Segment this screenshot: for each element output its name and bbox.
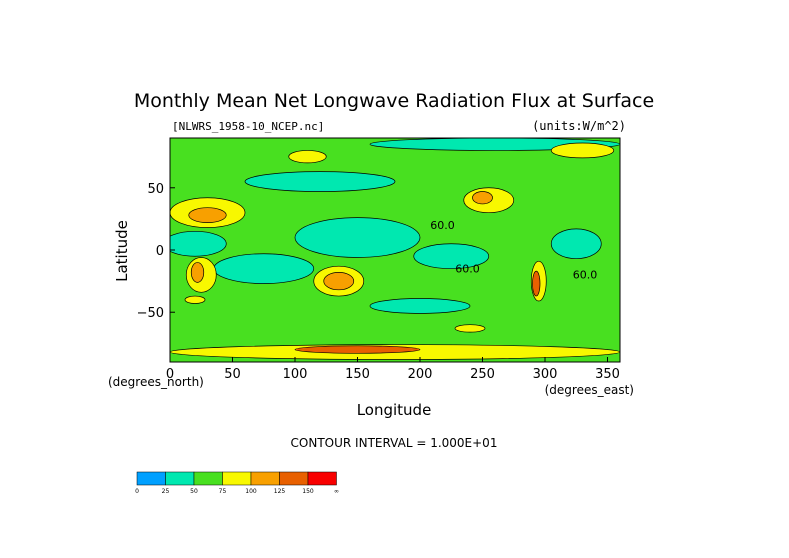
plot-area: 60.0 60.0 60.0 <box>169 137 621 363</box>
colorbar-label: 0 <box>135 488 139 495</box>
flux-region <box>472 191 493 205</box>
flux-region <box>413 243 490 270</box>
y-tick-label: 0 <box>156 244 164 259</box>
contour-label: 60.0 <box>455 262 480 275</box>
flux-region <box>323 272 355 291</box>
x-unit-label: (degrees_east) <box>545 383 634 397</box>
y-unit-label: (degrees_north) <box>108 375 204 389</box>
flux-region <box>532 270 541 297</box>
chart-title: Monthly Mean Net Longwave Radiation Flux… <box>134 90 654 112</box>
colorbar-label: 125 <box>274 488 286 495</box>
flux-region <box>170 230 227 257</box>
colorbar-swatch <box>279 471 309 486</box>
flux-region <box>190 262 205 283</box>
x-axis-title: Longitude <box>357 401 432 419</box>
y-tick-label: −50 <box>137 306 164 321</box>
contour-label: 60.0 <box>573 269 598 282</box>
contour-label: 60.0 <box>430 219 455 232</box>
flux-region <box>550 142 615 159</box>
flux-region <box>454 324 486 333</box>
flux-region <box>369 298 471 314</box>
colorbar-swatch <box>193 471 223 486</box>
colorbar-swatch <box>165 471 195 486</box>
x-tick-label: 300 <box>533 367 558 382</box>
colorbar-label: 75 <box>219 488 227 495</box>
flux-region <box>188 207 227 223</box>
colorbar-swatch <box>250 471 280 486</box>
x-tick-label: 50 <box>224 367 241 382</box>
x-tick-label: 0 <box>166 367 174 382</box>
colorbar-label: 100 <box>245 488 257 495</box>
flux-region <box>294 217 421 258</box>
colorbar-label: 50 <box>190 488 198 495</box>
contour-interval-label: CONTOUR INTERVAL = 1.000E+01 <box>291 436 498 450</box>
colorbar: 0 25 50 75 100 125 150 ∞ <box>135 471 339 495</box>
colorbar-label: ∞ <box>334 488 339 495</box>
x-tick-label: 200 <box>408 367 433 382</box>
y-axis-title: Latitude <box>113 220 131 282</box>
colorbar-swatch <box>136 471 166 486</box>
x-tick-label: 100 <box>283 367 308 382</box>
colorbar-swatch <box>307 471 337 486</box>
axis-ticks: 0 50 100 150 200 250 300 350 50 0 −50 <box>137 182 620 382</box>
x-tick-label: 150 <box>345 367 370 382</box>
x-tick-label: 250 <box>470 367 495 382</box>
flux-region <box>294 345 421 354</box>
flux-region <box>184 295 206 304</box>
y-tick-label: 50 <box>147 182 164 197</box>
colorbar-swatch <box>222 471 252 486</box>
flux-region <box>244 171 396 192</box>
flux-region <box>550 228 602 260</box>
units-label: (units:W/m^2) <box>532 119 626 133</box>
x-tick-label: 350 <box>595 367 620 382</box>
colorbar-label: 150 <box>302 488 314 495</box>
colorbar-label: 25 <box>162 488 170 495</box>
flux-region <box>213 253 315 284</box>
file-name-label: [NLWRS_1958-10_NCEP.nc] <box>172 120 324 133</box>
flux-region <box>288 150 327 164</box>
